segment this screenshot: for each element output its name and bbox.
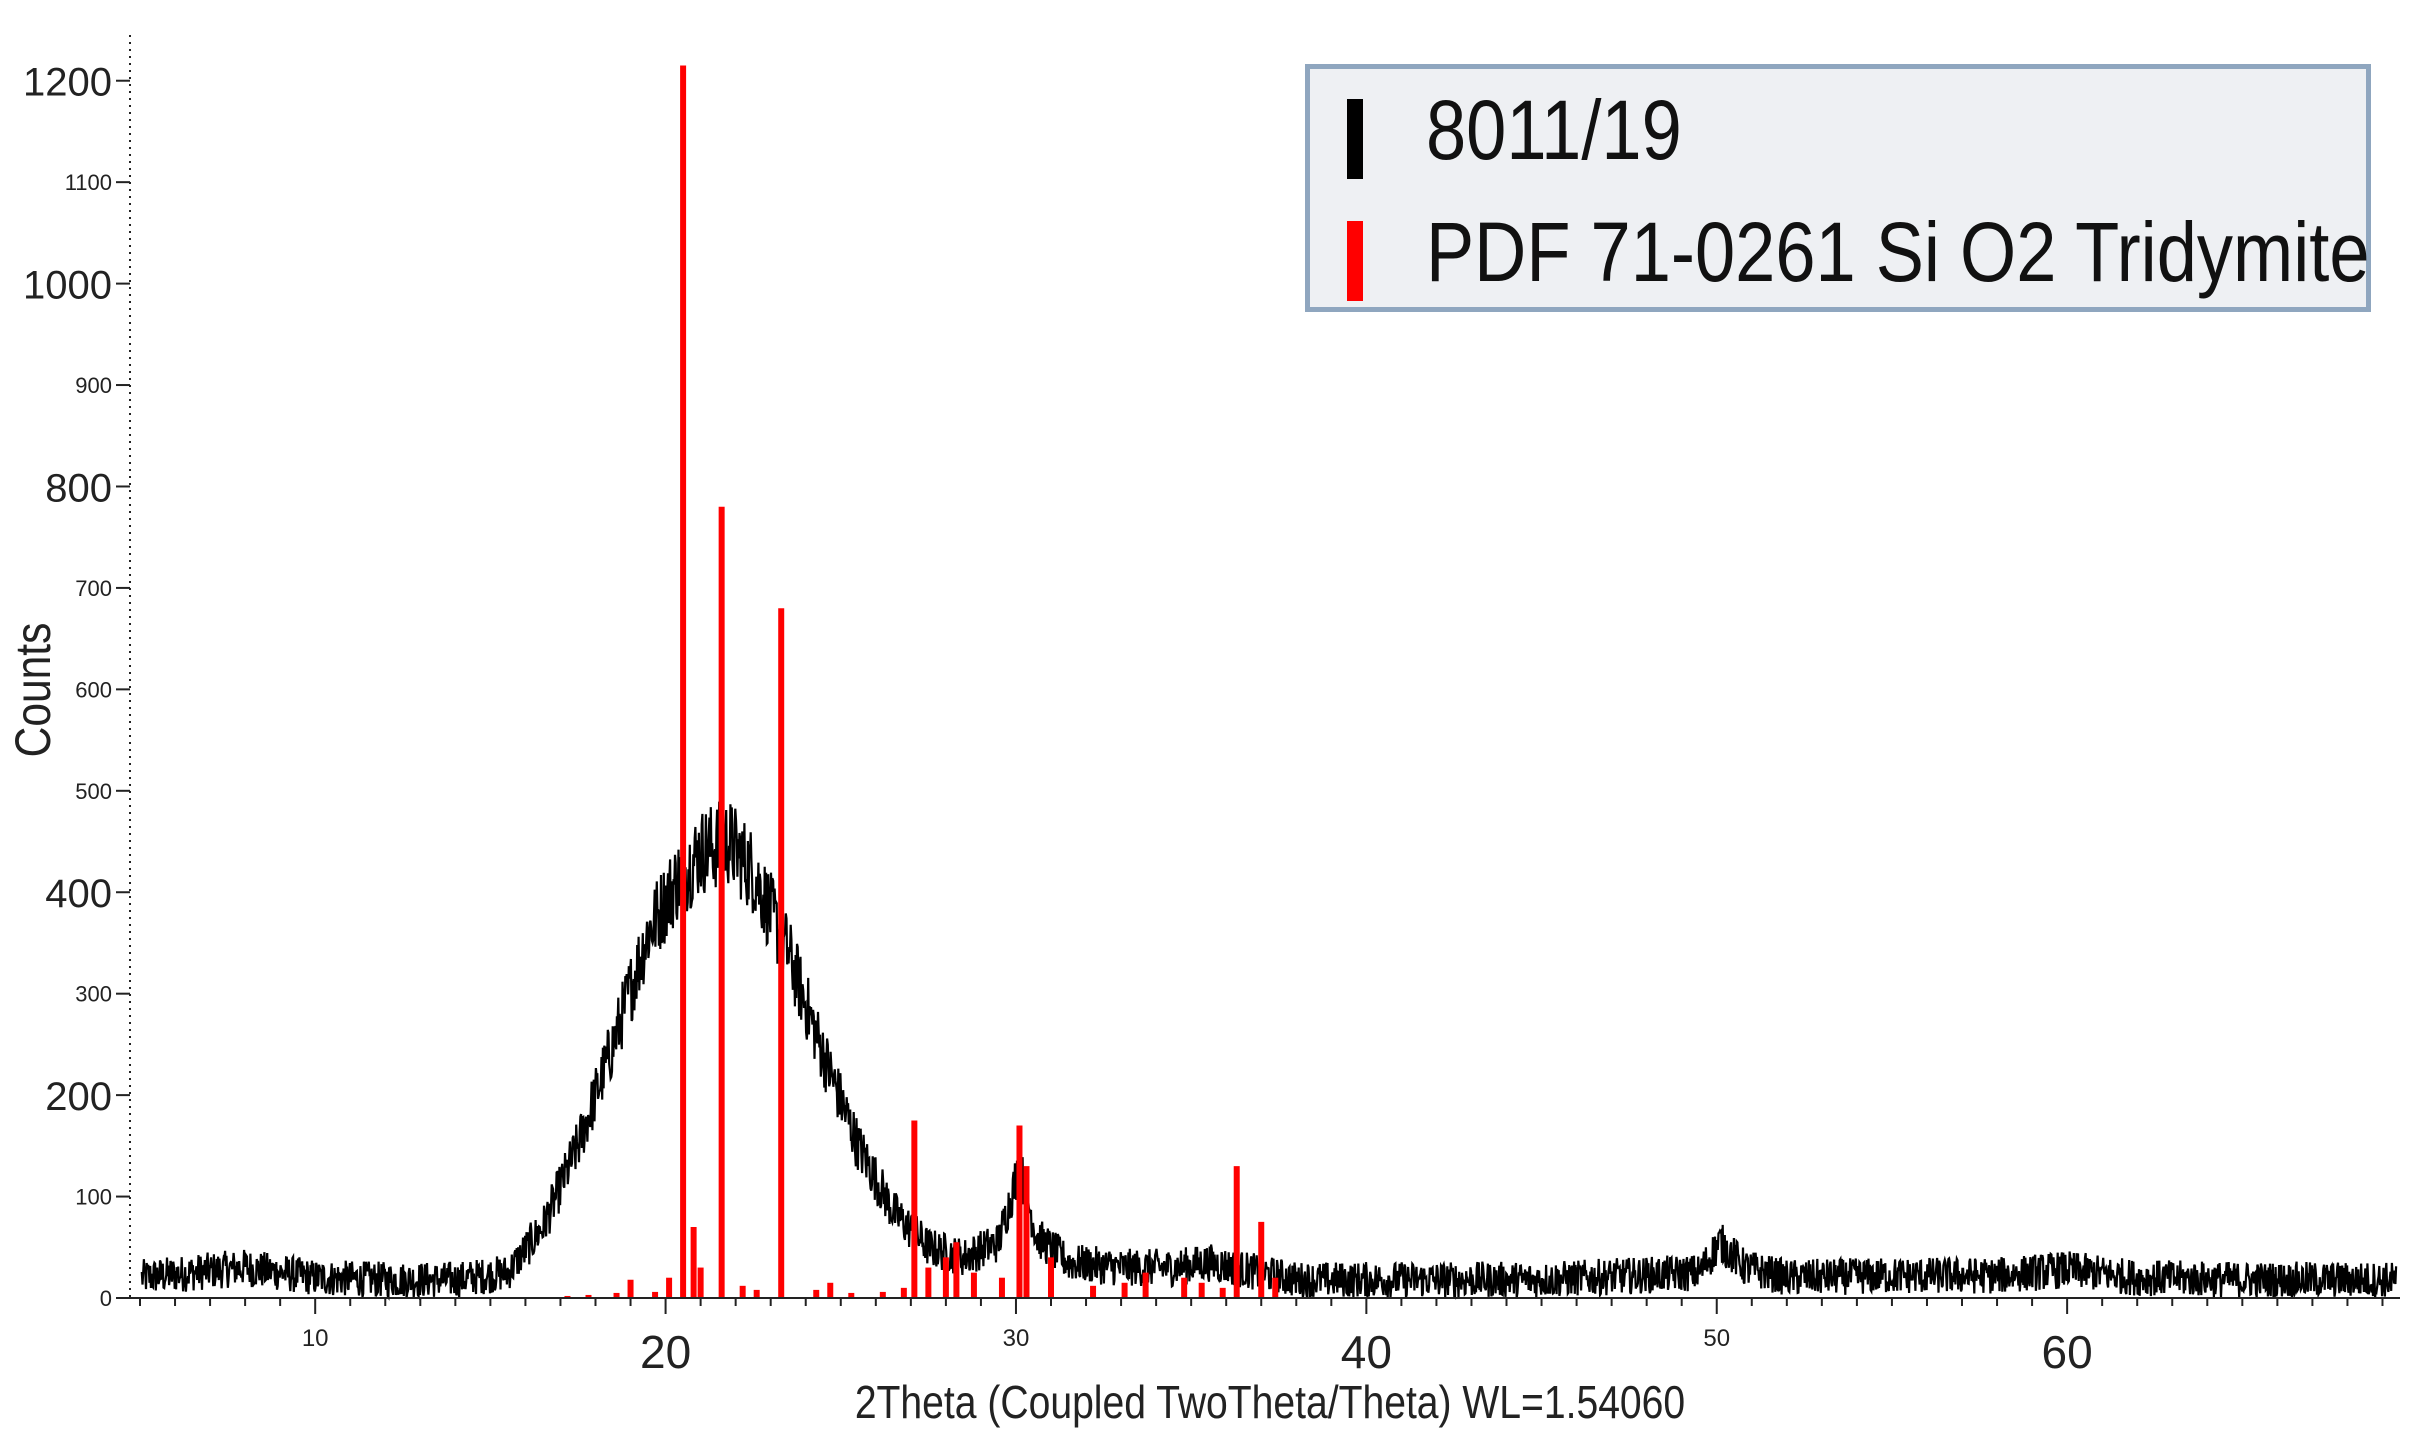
y-tick-label: 1000 <box>23 264 112 308</box>
legend: 8011/19 PDF 71-0261 Si O2 Tridymite <box>1305 64 2371 312</box>
legend-label-8011-19: 8011/19 <box>1426 83 1682 177</box>
y-tick-label: 500 <box>75 779 112 804</box>
x-tick-label: 60 <box>2042 1326 2093 1378</box>
legend-swatch-red <box>1347 221 1363 301</box>
y-tick-label: 600 <box>75 677 112 702</box>
y-tick-label: 800 <box>45 466 112 510</box>
series-8011-19-pattern <box>140 801 2398 1301</box>
x-tick-label: 30 <box>1003 1325 1030 1352</box>
legend-item-tridymite: PDF 71-0261 Si O2 Tridymite <box>1310 199 2370 309</box>
x-tick-label: 40 <box>1341 1326 1392 1378</box>
pattern-trace <box>140 801 2398 1301</box>
axes: 10 20 30 40 50 600100200300400500600700800900… <box>23 35 2400 1378</box>
y-axis-label: Counts <box>5 623 61 758</box>
legend-swatch-black <box>1347 99 1363 179</box>
legend-item-8011-19: 8011/19 <box>1310 77 2366 187</box>
legend-label-tridymite: PDF 71-0261 Si O2 Tridymite <box>1426 205 2370 299</box>
y-tick-label: 100 <box>75 1185 112 1210</box>
y-tick-label: 900 <box>75 373 112 398</box>
y-tick-label: 1200 <box>23 61 112 105</box>
x-axis-label: 2Theta (Coupled TwoTheta/Theta) WL=1.540… <box>855 1377 1685 1429</box>
y-tick-label: 300 <box>75 982 112 1007</box>
y-tick-label: 200 <box>45 1075 112 1119</box>
x-tick-label: 20 <box>640 1326 691 1378</box>
y-tick-label: 0 <box>100 1286 112 1311</box>
y-tick-label: 400 <box>45 872 112 916</box>
x-tick-label: 50 <box>1703 1325 1730 1352</box>
series-tridymite-sticks <box>564 65 1279 1298</box>
y-tick-label: 1100 <box>65 170 112 195</box>
x-tick-label: 10 <box>302 1325 329 1352</box>
y-tick-label: 700 <box>75 576 112 601</box>
